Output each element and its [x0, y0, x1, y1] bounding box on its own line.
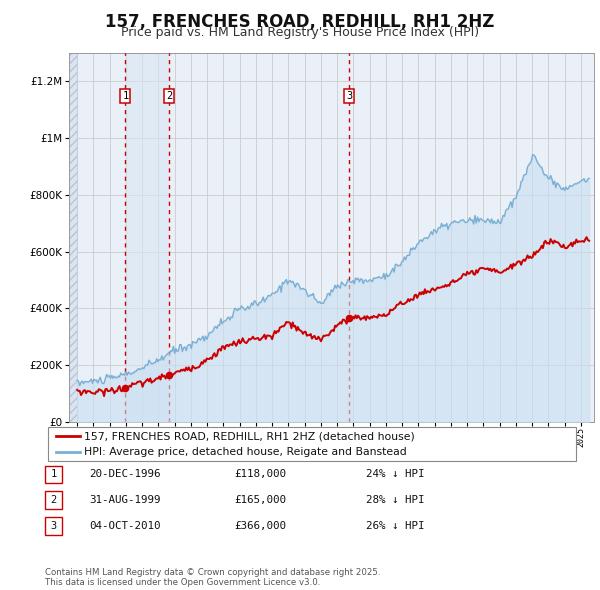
Text: £165,000: £165,000: [234, 496, 286, 505]
Text: 3: 3: [50, 522, 56, 531]
Text: 3: 3: [346, 91, 353, 101]
Text: Price paid vs. HM Land Registry's House Price Index (HPI): Price paid vs. HM Land Registry's House …: [121, 26, 479, 39]
Text: 28% ↓ HPI: 28% ↓ HPI: [366, 496, 425, 505]
Bar: [125, 53, 169, 422]
Text: 20-DEC-1996: 20-DEC-1996: [89, 470, 160, 479]
Text: HPI: Average price, detached house, Reigate and Banstead: HPI: Average price, detached house, Reig…: [84, 447, 407, 457]
Text: 2: 2: [50, 496, 56, 505]
Text: £118,000: £118,000: [234, 470, 286, 479]
Text: 1: 1: [122, 91, 128, 101]
Text: 1: 1: [50, 470, 56, 479]
Text: 157, FRENCHES ROAD, REDHILL, RH1 2HZ: 157, FRENCHES ROAD, REDHILL, RH1 2HZ: [106, 13, 494, 31]
Text: 26% ↓ HPI: 26% ↓ HPI: [366, 522, 425, 531]
Text: 31-AUG-1999: 31-AUG-1999: [89, 496, 160, 505]
Text: 2: 2: [166, 91, 172, 101]
Text: 157, FRENCHES ROAD, REDHILL, RH1 2HZ (detached house): 157, FRENCHES ROAD, REDHILL, RH1 2HZ (de…: [84, 431, 415, 441]
Text: Contains HM Land Registry data © Crown copyright and database right 2025.
This d: Contains HM Land Registry data © Crown c…: [45, 568, 380, 587]
Text: £366,000: £366,000: [234, 522, 286, 531]
Text: 04-OCT-2010: 04-OCT-2010: [89, 522, 160, 531]
FancyBboxPatch shape: [48, 427, 576, 461]
Text: 24% ↓ HPI: 24% ↓ HPI: [366, 470, 425, 479]
